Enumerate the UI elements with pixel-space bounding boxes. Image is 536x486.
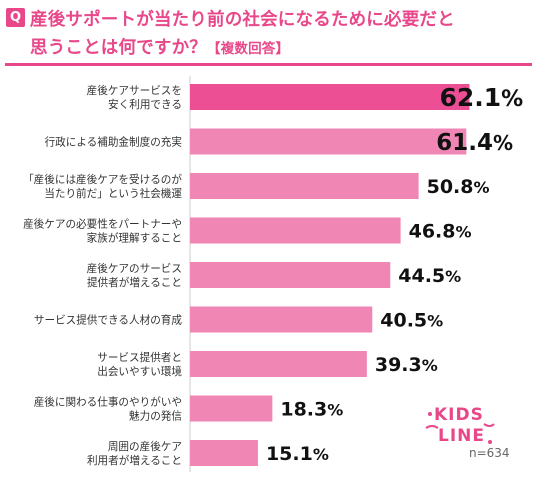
question-header: Q 産後サポートが当たり前の社会になるために必要だと 思うことは何ですか？【複数… [0, 0, 536, 70]
kidsline-logo: KIDS LINE [425, 405, 495, 446]
value-label-1: 62.1% [439, 83, 523, 112]
category-label-4: 産後ケアの必要性をパートナーや家族が理解すること [23, 218, 182, 245]
bar-4 [190, 217, 401, 244]
svg-text:KIDS: KIDS [434, 405, 484, 425]
question-title-text: 思うことは何ですか？ [30, 38, 207, 58]
category-label-9: 周囲の産後ケア利用者が増えること [87, 440, 182, 467]
question-title-line1: 産後サポートが当たり前の社会になるために必要だと [30, 10, 455, 30]
value-label-7: 39.3% [375, 354, 438, 376]
value-label-9: 15.1% [266, 443, 329, 465]
category-label-3: 「産後には産後ケアを受けるのが当たり前だ」という社会機運 [23, 173, 182, 200]
bar-2 [190, 128, 467, 155]
svg-text:LINE: LINE [438, 426, 485, 446]
question-badge: Q [6, 8, 25, 27]
multiple-answer-note: 【複数回答】 [207, 41, 290, 57]
value-label-5: 44.5% [398, 265, 461, 287]
bar-5 [190, 262, 391, 288]
bar-9 [190, 440, 258, 466]
category-label-7: サービス提供者と出会いやすい環境 [97, 351, 182, 378]
bar-1 [190, 84, 470, 110]
value-label-6: 40.5% [380, 309, 443, 331]
category-label-1: 産後ケアサービスを安く利用できる [87, 84, 182, 111]
value-label-2: 61.4% [436, 130, 513, 156]
header-divider [5, 63, 532, 66]
bar-6 [190, 306, 373, 333]
bar-8 [190, 395, 273, 422]
category-label-8: 産後に関わる仕事のやりがいや魅力の発信 [34, 396, 183, 423]
value-label-8: 18.3% [280, 398, 343, 420]
category-label-6: サービス提供できる人材の育成 [34, 314, 183, 327]
question-title-line2: 思うことは何ですか？【複数回答】 [30, 34, 289, 59]
category-label-5: 産後ケアのサービス提供者が増えること [87, 262, 182, 289]
value-label-4: 46.8% [409, 220, 472, 242]
bar-7 [190, 351, 367, 377]
sample-size-label: n=634 [469, 446, 510, 460]
value-label-3: 50.8% [427, 176, 490, 198]
bar-3 [190, 173, 419, 199]
category-label-2: 行政による補助金制度の充実 [45, 136, 183, 149]
